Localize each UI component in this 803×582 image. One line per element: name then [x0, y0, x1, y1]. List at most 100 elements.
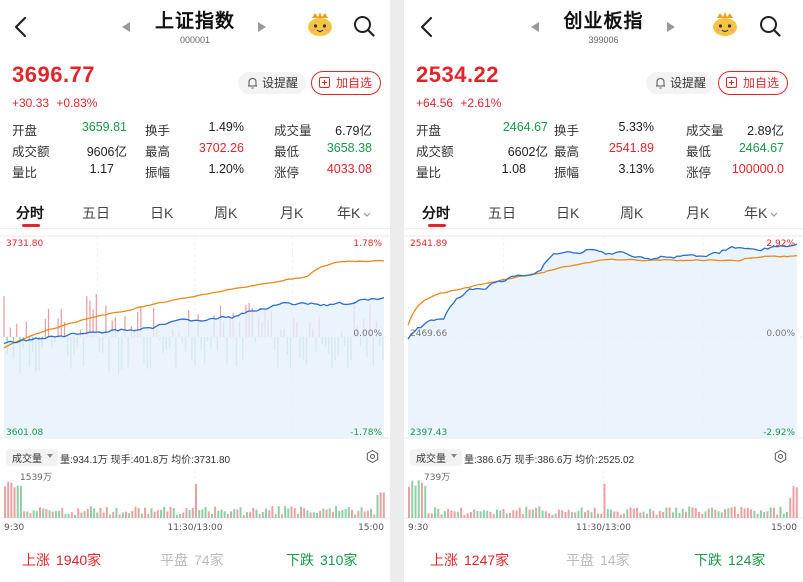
- volume-bar-down: [681, 508, 684, 518]
- mascot-icon[interactable]: [711, 12, 739, 38]
- stat-label: 换手: [145, 124, 171, 138]
- prev-index-icon[interactable]: [531, 22, 539, 32]
- volume-bar-down: [341, 510, 344, 518]
- page-title: 创业板指: [563, 11, 644, 32]
- volume-bar-down: [296, 513, 299, 518]
- volume-bar-down: [482, 510, 485, 518]
- add-favorite-button[interactable]: 加自选: [718, 71, 789, 95]
- tab-yearly-k[interactable]: 年K: [337, 203, 371, 223]
- next-index-icon[interactable]: [258, 22, 266, 32]
- volume-bar-up: [373, 514, 376, 518]
- volume-bar-up: [430, 513, 433, 518]
- tab-yearly-k[interactable]: 年K: [744, 203, 778, 223]
- volume-bar-down: [577, 510, 580, 518]
- volume-select[interactable]: 成交量: [6, 449, 58, 466]
- volume-bar-down: [370, 508, 373, 518]
- volume-bar-up: [561, 510, 564, 518]
- tab-intraday[interactable]: 分时: [16, 205, 44, 221]
- volume-bar-up: [13, 487, 16, 518]
- volume-bar-up: [639, 512, 642, 518]
- volume-bar-down: [688, 506, 691, 518]
- volume-bar-down: [230, 511, 233, 518]
- tab-weekly-k[interactable]: 周K: [214, 205, 238, 221]
- volume-bar-down: [245, 512, 248, 518]
- volume-bar-up: [619, 514, 622, 518]
- search-icon[interactable]: [352, 14, 376, 38]
- stat-value: 3658.38: [326, 141, 372, 155]
- gear-icon[interactable]: [366, 450, 379, 463]
- volume-bar-up: [450, 510, 453, 518]
- tab-daily-k[interactable]: 日K: [150, 205, 174, 221]
- volume-bar-up: [4, 486, 6, 518]
- volume-info: 量:934.1万 现手:401.8万 均价:3731.80: [60, 455, 231, 466]
- volume-bar-up: [701, 513, 704, 518]
- volume-bar-down: [201, 509, 204, 518]
- set-alert-button[interactable]: 设提醒: [238, 72, 307, 94]
- intraday-chart[interactable]: 2541.89 2469.66 2397.43 2.92% 0.00% -2.92% 739…: [404, 230, 803, 544]
- prev-index-icon[interactable]: [122, 22, 130, 32]
- volume-bar-up: [502, 509, 505, 518]
- volume-bar-down: [360, 507, 363, 518]
- volume-bar-up: [645, 513, 648, 518]
- next-index-icon[interactable]: [667, 22, 675, 32]
- volume-bar-down: [128, 513, 131, 518]
- volume-bar-header: 成交量 量:386.6万 现手:386.6万 均价:2525.02: [404, 447, 803, 467]
- volume-bar-down: [179, 513, 182, 518]
- intraday-chart[interactable]: 3731.80 3601.08 1.78% 0.00% -1.78% 1539万 9:30 1…: [0, 230, 390, 544]
- tab-weekly-k[interactable]: 周K: [620, 205, 644, 221]
- volume-bar-down: [233, 509, 236, 518]
- up-label: 上涨: [430, 552, 458, 568]
- tab-five-day[interactable]: 五日: [488, 205, 516, 221]
- tab-monthly-k[interactable]: 月K: [686, 205, 710, 221]
- tab-yearly-k-label: 年K: [744, 205, 768, 221]
- set-alert-button[interactable]: 设提醒: [646, 72, 715, 94]
- divider: [0, 228, 390, 229]
- pct-label-bottom: -2.92%: [763, 428, 795, 438]
- index-code: 000001: [179, 35, 211, 45]
- volume-bar-down: [354, 514, 357, 518]
- chevron-down-icon: [363, 212, 371, 217]
- gear-icon[interactable]: [774, 450, 787, 463]
- time-label-start: 9:30: [4, 523, 24, 533]
- stat-value: 2464.67: [502, 120, 548, 134]
- volume-bar-up: [668, 507, 671, 518]
- volume-select-label: 成交量: [12, 454, 42, 465]
- mascot-icon[interactable]: [306, 12, 334, 38]
- volume-bar-up: [528, 509, 531, 518]
- change-percent: +2.61%: [460, 96, 502, 110]
- volume-bar-down: [67, 513, 70, 518]
- volume-bar-up: [86, 508, 89, 518]
- volume-select[interactable]: 成交量: [410, 449, 462, 466]
- volume-bar-down: [306, 510, 309, 518]
- volume-bar-up: [756, 514, 759, 518]
- price-change: +64.56 +2.61%: [416, 96, 501, 110]
- volume-bar-down: [541, 510, 544, 518]
- tab-intraday[interactable]: 分时: [422, 205, 450, 221]
- back-icon[interactable]: [10, 14, 32, 40]
- stat-value: 9606亿: [86, 145, 127, 159]
- tab-monthly-k[interactable]: 月K: [280, 205, 304, 221]
- stat-value: 3.13%: [618, 162, 654, 176]
- up-count: 1247家: [464, 552, 510, 568]
- add-favorite-button[interactable]: 加自选: [311, 71, 382, 95]
- volume-bar-down: [414, 485, 417, 518]
- volume-bar-up: [124, 511, 127, 518]
- active-tab-indicator: [428, 224, 446, 227]
- volume-bar-down: [727, 508, 730, 518]
- volume-bar-down: [328, 508, 331, 518]
- volume-bar-down: [277, 506, 280, 518]
- volume-bar-up: [382, 492, 385, 518]
- tab-five-day[interactable]: 五日: [82, 205, 110, 221]
- volume-bar-down: [665, 507, 668, 518]
- volume-bar-down: [26, 511, 29, 518]
- search-icon[interactable]: [758, 14, 782, 38]
- chart-tabs: 分时 五日 日K 周K 月K 年K: [0, 200, 390, 227]
- current-price: 3696.77: [12, 62, 96, 87]
- volume-bar-down: [505, 513, 508, 518]
- stat-label: 最低: [274, 145, 300, 159]
- volume-bar-header: 成交量 量:934.1万 现手:401.8万 均价:3731.80: [0, 447, 390, 467]
- change-value: +64.56: [416, 96, 454, 110]
- tab-daily-k[interactable]: 日K: [556, 205, 580, 221]
- back-icon[interactable]: [416, 14, 438, 40]
- volume-bar-up: [658, 511, 661, 518]
